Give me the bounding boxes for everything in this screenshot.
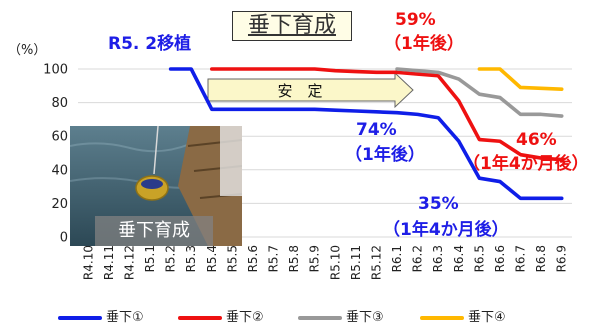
x-tick-label-R5.12: R5.12 xyxy=(369,245,383,280)
legend-label-series-4: 垂下④ xyxy=(468,310,506,325)
legend-swatch-series-2 xyxy=(178,315,222,320)
x-tick-label-R5.2: R5.2 xyxy=(164,245,178,272)
chart-title: 垂下育成 xyxy=(232,11,352,41)
annotation-series1-1yr-percent: 74% xyxy=(356,120,397,140)
series-line-2 xyxy=(209,67,564,162)
y-tick-label-80: 80 xyxy=(51,96,68,111)
x-tick-label-R5.9: R5.9 xyxy=(308,245,322,272)
x-tick-label-R6.3: R6.3 xyxy=(431,245,445,272)
x-tick-label-R5.7: R5.7 xyxy=(267,245,281,272)
x-tick-label-R6.9: R6.9 xyxy=(555,245,569,272)
legend-item-series-3: 垂下③ xyxy=(298,308,384,328)
series-line-3 xyxy=(395,67,564,118)
annotation-series1-16m-label: （1年4か月後） xyxy=(383,220,509,240)
hanging-culture-photo: 垂下育成 xyxy=(70,126,242,246)
x-tick-label-R5.4: R5.4 xyxy=(205,245,219,272)
y-tick-label-20: 20 xyxy=(51,197,68,212)
x-tick-label-R5.3: R5.3 xyxy=(184,245,198,272)
annotation-series2-16m-label: （1年4か月後） xyxy=(463,154,589,174)
y-tick-label-100: 100 xyxy=(43,63,68,78)
x-tick-label-R6.2: R6.2 xyxy=(411,245,425,272)
x-tick-label-R6.7: R6.7 xyxy=(514,245,528,272)
x-tick-label-R5.10: R5.10 xyxy=(328,245,342,280)
annotation-series1-16m-percent: 35% xyxy=(418,194,459,214)
x-tick-label-R4.12: R4.12 xyxy=(122,245,136,280)
x-tick-label-R5.8: R5.8 xyxy=(287,245,301,272)
legend-item-series-1: 垂下① xyxy=(58,308,144,328)
legend-label-series-2: 垂下② xyxy=(226,310,264,325)
series-line-4 xyxy=(477,67,564,91)
x-tick-label-R6.8: R6.8 xyxy=(534,245,548,272)
x-tick-label-R4.11: R4.11 xyxy=(102,245,116,280)
stable-period-arrow xyxy=(207,71,414,109)
legend-swatch-series-1 xyxy=(58,315,102,320)
annotation-series1-1yr-label: （1年後） xyxy=(345,145,425,165)
legend-item-series-4: 垂下④ xyxy=(420,308,506,328)
annotation-series2-1yr-percent: 59% xyxy=(395,10,436,30)
x-tick-label-R5.6: R5.6 xyxy=(246,245,260,272)
legend-swatch-series-3 xyxy=(298,315,342,320)
photo-caption: 垂下育成 xyxy=(95,216,213,246)
x-tick-label-R5.1: R5.1 xyxy=(143,245,157,272)
legend-swatch-series-4 xyxy=(420,315,464,320)
stable-period-label: 安 定 xyxy=(277,82,322,100)
annotation-transplant: R5. 2移植 xyxy=(108,34,192,54)
y-tick-label-40: 40 xyxy=(51,163,68,178)
legend-label-series-3: 垂下③ xyxy=(346,310,384,325)
x-tick-label-R6.5: R6.5 xyxy=(472,245,486,272)
legend-label-series-1: 垂下① xyxy=(106,310,144,325)
y-axis-unit: （%） xyxy=(8,43,47,58)
y-tick-label-0: 0 xyxy=(60,231,68,246)
x-tick-label-R5.5: R5.5 xyxy=(225,245,239,272)
x-tick-label-R4.10: R4.10 xyxy=(81,245,95,280)
x-tick-label-R6.6: R6.6 xyxy=(493,245,507,272)
chart-legend: 垂下① 垂下② 垂下③ 垂下④ xyxy=(58,308,598,328)
series-line-1 xyxy=(168,67,564,201)
legend-item-series-2: 垂下② xyxy=(178,308,264,328)
annotation-series2-1yr-label: （1年後） xyxy=(384,34,464,54)
x-tick-label-R6.1: R6.1 xyxy=(390,245,404,272)
x-tick-label-R5.11: R5.11 xyxy=(349,245,363,280)
annotation-series2-16m-percent: 46% xyxy=(516,130,557,150)
y-tick-label-60: 60 xyxy=(51,130,68,145)
x-tick-label-R6.4: R6.4 xyxy=(452,245,466,272)
